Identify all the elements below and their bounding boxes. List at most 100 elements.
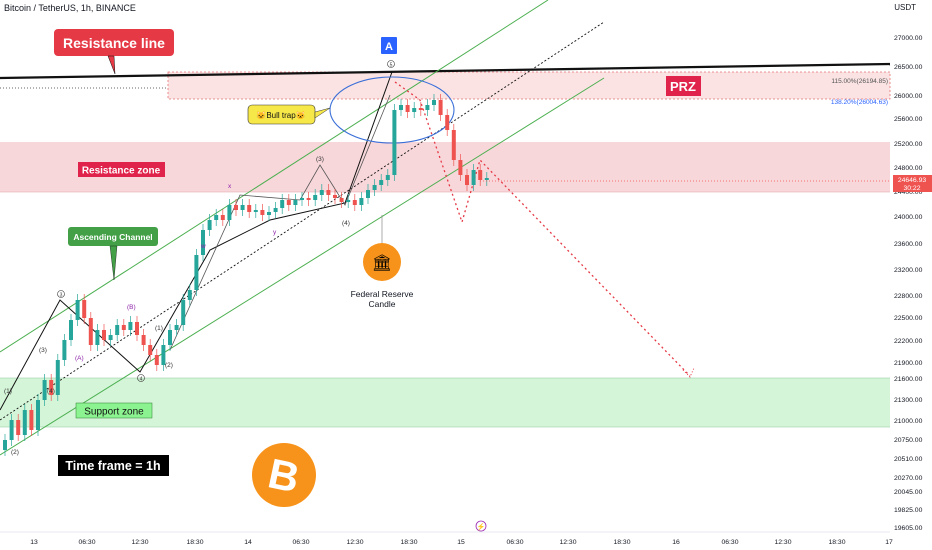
channel-lower[interactable] <box>0 77 605 456</box>
time-tick-label: 12:30 <box>774 539 791 546</box>
candle-body <box>82 300 87 318</box>
lightning-icon[interactable] <box>475 520 487 532</box>
elliott-wave-sub[interactable] <box>169 94 391 351</box>
candle-body <box>128 322 133 330</box>
wave-label: (1) <box>4 388 12 395</box>
candle-body <box>445 115 450 130</box>
prz-zone <box>167 71 891 100</box>
wave-label: w <box>200 243 206 250</box>
countdown-label: 30:22 <box>903 185 920 192</box>
candle-body <box>201 230 205 255</box>
channel-upper[interactable] <box>0 0 549 353</box>
candle-body <box>168 330 172 345</box>
wave-a-badge[interactable] <box>381 37 397 54</box>
resistance-zone-badge[interactable] <box>78 162 165 177</box>
candle-body <box>88 318 93 345</box>
time-tick-label: 16 <box>672 539 680 546</box>
candle-label: Candle <box>369 299 396 309</box>
price-tick-label: 23600.00 <box>894 241 923 248</box>
candle-body <box>55 360 60 395</box>
candle-body <box>42 380 47 400</box>
price-tick-label: 20750.00 <box>894 437 923 444</box>
candle-body <box>181 300 186 325</box>
price-axis[interactable]: 27000.00 26500.00 26000.00 25600.00 25200.00… <box>894 35 923 532</box>
price-tick-label: 26500.00 <box>894 64 923 71</box>
bitcoin-icon <box>252 443 316 507</box>
svg-text:4: 4 <box>140 377 143 383</box>
candle-body <box>253 210 258 212</box>
candle-body <box>108 335 113 340</box>
candle-body <box>352 200 357 205</box>
candle-body <box>438 100 443 115</box>
chart-header-symbol[interactable]: Bitcoin / TetherUS, 1h, BINANCE <box>4 3 136 13</box>
price-tick-label: 21000.00 <box>894 418 923 425</box>
candle-body <box>161 345 166 365</box>
candle-body <box>333 195 337 198</box>
resistance-line-label: Resistance line <box>63 35 165 51</box>
candle-body <box>75 300 80 320</box>
time-tick-label: 17 <box>885 539 893 546</box>
time-tick-label: 06:30 <box>78 539 95 546</box>
candle-body <box>121 325 126 330</box>
time-tick-label: 18:30 <box>828 539 845 546</box>
projection-path <box>394 81 691 377</box>
candle-body <box>346 200 351 202</box>
wave-label: (4) <box>47 388 55 395</box>
channel-mid[interactable] <box>0 21 605 421</box>
candle-body <box>187 290 192 300</box>
price-tick-label: 23200.00 <box>894 267 923 274</box>
price-tick-label: 21900.00 <box>894 360 923 367</box>
wave-label: (3) <box>316 156 324 163</box>
candle-body <box>379 180 384 185</box>
candle-body <box>465 175 469 185</box>
ascending-channel-badge[interactable] <box>68 227 158 246</box>
price-tick-label: 21600.00 <box>894 376 923 383</box>
time-axis[interactable]: 13 06:30 12:30 18:30 14 06:30 12:30 18:30 15 06:3… <box>30 539 893 546</box>
candle-body <box>62 340 67 360</box>
candle-body <box>432 100 436 105</box>
support-zone-badge[interactable] <box>75 402 153 419</box>
candle-body <box>273 208 278 212</box>
candle-body <box>16 420 21 435</box>
candle-body <box>418 108 423 110</box>
currency-label: USDT <box>894 3 916 12</box>
wave-label: y <box>273 229 277 236</box>
candle-body <box>234 205 238 210</box>
candle-body <box>478 170 483 180</box>
time-tick-label: 06:30 <box>721 539 738 546</box>
wave-label: (B) <box>127 304 136 311</box>
price-tick-label: 20270.00 <box>894 475 923 482</box>
prz-badge[interactable] <box>666 76 701 96</box>
candle-body <box>36 400 40 430</box>
candle-body <box>69 320 73 340</box>
candle-body <box>293 200 298 205</box>
candle-body <box>366 190 370 198</box>
support-zone-area <box>0 378 890 427</box>
wave-label: (2) <box>165 362 173 369</box>
price-tick-label: 25200.00 <box>894 141 923 148</box>
time-tick-label: 06:30 <box>292 539 309 546</box>
federal-reserve-label: Federal Reserve <box>351 289 414 299</box>
candle-body <box>154 355 159 365</box>
elliott-wave-main[interactable] <box>0 71 393 411</box>
bank-icon <box>363 243 401 281</box>
candle-body <box>319 190 324 195</box>
candle-body <box>135 322 139 335</box>
fib-138-label: 138.20%(26004.63) <box>831 99 888 106</box>
candle-body <box>49 380 54 395</box>
candle-body <box>286 200 291 205</box>
bull-trap-ellipse <box>329 76 455 144</box>
time-frame-badge[interactable] <box>58 455 169 476</box>
price-tick-label: 22500.00 <box>894 315 923 322</box>
resistance-line-badge[interactable] <box>54 29 174 56</box>
support-zone-label: Support zone <box>84 407 144 418</box>
candle-body <box>102 330 106 340</box>
candle-body <box>392 110 397 175</box>
prz-label: PRZ <box>670 79 696 94</box>
price-tick-label: 22200.00 <box>894 338 923 345</box>
time-tick-label: 12:30 <box>131 539 148 546</box>
candle-body <box>174 325 179 330</box>
time-tick-label: 18:30 <box>613 539 630 546</box>
resistance-line[interactable] <box>0 62 891 80</box>
